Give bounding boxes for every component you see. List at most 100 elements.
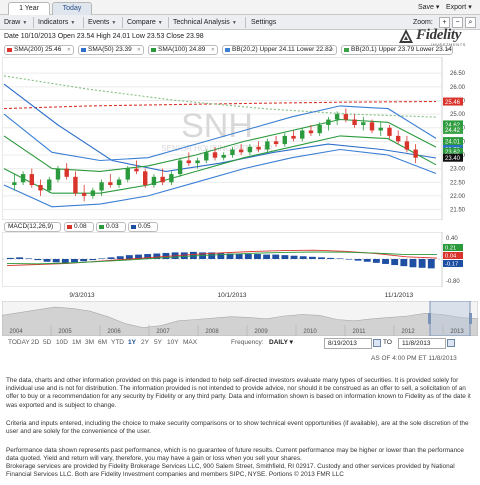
- range-button-2d[interactable]: 2D: [31, 339, 40, 346]
- navigator-handle-left[interactable]: [428, 313, 431, 324]
- series-line: [3, 100, 437, 110]
- series-line: [3, 118, 437, 172]
- export-label: Export: [446, 4, 467, 11]
- candle-body: [413, 149, 418, 158]
- price-badge-label: 25.46: [445, 100, 461, 106]
- candle-body: [99, 182, 104, 191]
- range-button-5d[interactable]: 5D: [43, 339, 52, 346]
- swatch: [81, 48, 86, 52]
- macd-badge-label: -0.17: [445, 262, 458, 268]
- macd-bar: [345, 259, 353, 260]
- range-button-max[interactable]: MAX: [183, 339, 198, 346]
- series-line: [3, 105, 437, 162]
- magnify-icon: ⌕: [468, 19, 473, 26]
- macd-bar: [281, 255, 289, 259]
- close-icon[interactable]: ✕: [136, 47, 141, 53]
- series-line: [3, 75, 437, 118]
- macd-lines: [6, 249, 438, 267]
- frequency-select[interactable]: DAILY ▾: [269, 338, 293, 348]
- candle-body: [134, 168, 139, 172]
- events-menu[interactable]: Events ▼: [88, 17, 116, 29]
- to-date-input[interactable]: 11/8/2013: [398, 338, 446, 349]
- macd-badges: 0.21 0.04 -0.17: [443, 244, 463, 268]
- tab-1-year[interactable]: 1 Year: [8, 2, 50, 15]
- draw-menu[interactable]: Draw ▼: [4, 17, 27, 29]
- macd-bar: [272, 254, 280, 259]
- range-button-5y[interactable]: 5Y: [154, 339, 162, 346]
- calendar-icon[interactable]: [373, 339, 381, 347]
- range-button-10d[interactable]: 10D: [56, 339, 68, 346]
- macd-value: 0.03: [106, 223, 119, 230]
- range-button-3m[interactable]: 3M: [85, 339, 95, 346]
- legend-bb20-2[interactable]: BB(20,2) Upper 24.11 Lower 22.82 ✕: [222, 45, 337, 55]
- macd-badge: [443, 244, 463, 251]
- year-label: 2006: [107, 329, 121, 335]
- range-button-6m[interactable]: 6M: [98, 339, 108, 346]
- candle-body: [212, 152, 218, 158]
- legend-sma100[interactable]: SMA(100) 24.89 ✕: [148, 45, 218, 55]
- candle-body: [273, 141, 279, 145]
- range-button-10y[interactable]: 10Y: [167, 339, 179, 346]
- range-button-today[interactable]: TODAY: [8, 339, 30, 346]
- calendar-icon[interactable]: [447, 339, 455, 347]
- price-badge: [443, 125, 463, 134]
- candle-body: [125, 168, 130, 180]
- chevron-down-icon: ▾: [435, 4, 440, 11]
- export-button[interactable]: Export ▾: [446, 3, 472, 11]
- macd-tick: 0.40: [446, 236, 458, 242]
- macd-chart[interactable]: 0.40 -0.80 0.21 0.04 -0.17: [2, 232, 478, 287]
- navigator-handle-right[interactable]: [469, 313, 472, 324]
- candle-body: [143, 171, 148, 185]
- swatch: [225, 48, 230, 52]
- year-label: 2004: [9, 329, 23, 335]
- close-icon[interactable]: ✕: [210, 47, 215, 53]
- legend-sma200[interactable]: SMA(200) 25.46 ✕: [4, 45, 74, 55]
- close-icon[interactable]: ✕: [66, 47, 71, 53]
- legend-bb20-1[interactable]: BB(20,1) Upper 23.79 Lower 23.14 ✕: [341, 45, 453, 55]
- navigator-area: [2, 306, 478, 336]
- range-selector: Frequency: DAILY ▾ 8/19/2013 TO 11/8/201…: [2, 337, 478, 349]
- range-button-2y[interactable]: 2Y: [141, 339, 149, 346]
- candle-body: [116, 179, 122, 185]
- zoom-out-button[interactable]: −: [452, 17, 463, 28]
- indicators-menu[interactable]: Indicators ▼: [38, 17, 75, 29]
- candle-body: [81, 193, 87, 196]
- range-button-ytd[interactable]: YTD: [111, 339, 124, 346]
- date-tick: 9/3/2013: [69, 292, 95, 299]
- candle-body: [238, 149, 244, 153]
- candle-body: [265, 141, 270, 150]
- macd-bar: [354, 259, 362, 261]
- range-button-1y[interactable]: 1Y: [128, 339, 136, 346]
- chart-toolbar: Draw ▼ Indicators ▼ Events ▼ Compare ▼ Techn…: [0, 15, 480, 30]
- close-icon[interactable]: ✕: [329, 47, 334, 53]
- macd-bar: [391, 259, 399, 266]
- close-icon[interactable]: ✕: [445, 47, 450, 53]
- legend-sma50[interactable]: SMA(50) 23.39 ✕: [78, 45, 144, 55]
- compare-menu[interactable]: Compare ▼: [127, 17, 163, 29]
- candle-body: [387, 127, 392, 136]
- macd-label-pill[interactable]: MACD(12,26,9): [4, 222, 61, 232]
- save-button[interactable]: Save ▾: [418, 3, 439, 11]
- technical-analysis-menu[interactable]: Technical Analysis ▼: [173, 17, 237, 29]
- macd-badge-label: 0.04: [445, 254, 457, 260]
- price-chart[interactable]: SNH SENIOR HOUSING PPTYS TR 26.5026.0025…: [2, 57, 478, 220]
- candle-body: [282, 135, 287, 145]
- macd-bar: [217, 252, 225, 259]
- range-navigator[interactable]: 2004 2005 2006 2007 2008 2009 2010 2011 2012 2013: [2, 301, 478, 336]
- tab-today[interactable]: Today: [52, 2, 92, 15]
- price-tick: 23.00: [450, 167, 466, 173]
- zoom-in-button[interactable]: +: [439, 17, 450, 28]
- from-date-input[interactable]: 8/19/2013: [324, 338, 372, 349]
- price-badge-label: 24.01: [445, 139, 461, 145]
- macd-bar: [34, 259, 42, 261]
- range-button-1m[interactable]: 1M: [72, 339, 82, 346]
- candle-body: [108, 182, 113, 185]
- navigator-area-shape: [2, 306, 478, 336]
- candle-body: [29, 174, 35, 185]
- disclaimer-paragraph: The data, charts and other information p…: [6, 377, 471, 409]
- disclaimer-paragraph: Criteria and inputs entered, including t…: [6, 420, 469, 436]
- settings-menu[interactable]: Settings: [251, 19, 277, 26]
- year-label: 2011: [353, 329, 367, 335]
- price-tick: 21.50: [450, 208, 466, 214]
- zoom-reset-button[interactable]: ⌕: [465, 17, 476, 28]
